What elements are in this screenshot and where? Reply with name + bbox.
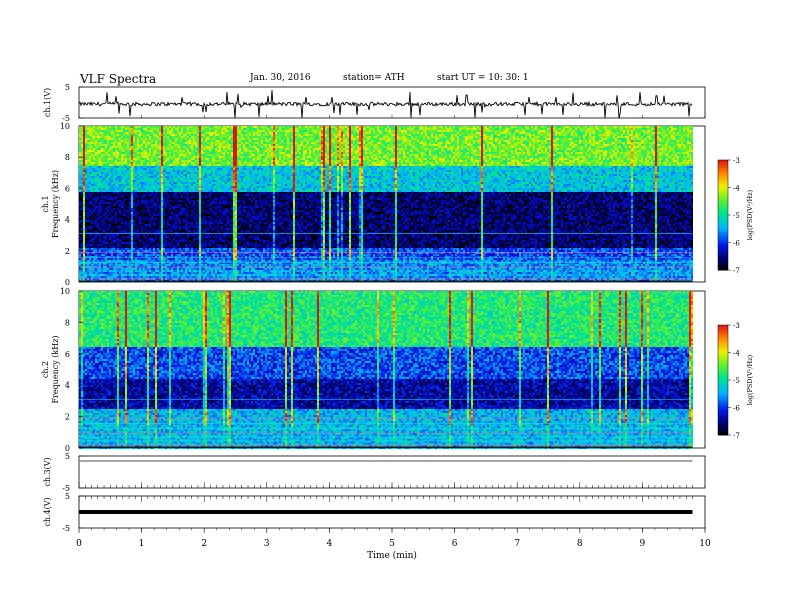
- ch1-wave-ylabel: ch.1(V): [43, 88, 52, 117]
- ch2-spectrogram: [79, 291, 693, 449]
- ch2-colorbar-tick-label: -4: [733, 350, 740, 358]
- x-tick-label: 10: [699, 539, 711, 549]
- ch4-ytick-label: -5: [62, 524, 70, 533]
- x-tick-label: 7: [514, 539, 520, 549]
- ch1-colorbar-label: log(PSD(V²/Hz): [746, 189, 754, 240]
- ch1-spectrogram: [79, 126, 693, 282]
- start-time-label: start UT = 10: 30: 1: [437, 73, 529, 83]
- panel-frame-1: [78, 86, 706, 119]
- ch1-ytick-label: 2: [65, 247, 70, 256]
- ch1-ytick-label: 8: [65, 153, 70, 162]
- ch1-ytick-label: 0: [65, 278, 70, 287]
- ch2-ytick-label: 4: [65, 381, 70, 390]
- ch2-colorbar-tick-label: -5: [733, 377, 740, 385]
- ch1-ytick-label: 6: [65, 184, 70, 193]
- ch1-colorbar-tick-label: -6: [733, 240, 740, 248]
- x-tick-label: 0: [76, 539, 82, 549]
- x-tick-label: 4: [327, 539, 333, 549]
- ch1-colorbar-tick-label: -3: [733, 157, 740, 165]
- ch2-ytick-label: 6: [65, 350, 70, 359]
- ch2-colorbar-tick-label: -6: [733, 405, 740, 413]
- ch1-ytick-label: 10: [60, 122, 70, 131]
- ch2-ylabel: Frequency (kHz): [51, 335, 60, 403]
- ch2-ytick-label: 0: [65, 444, 70, 453]
- x-tick-label: 6: [452, 539, 458, 549]
- chart-title: VLF Spectra: [80, 72, 156, 86]
- ch1-ylabel: Frequency (kHz): [51, 170, 60, 238]
- ch2-ytick-label: 2: [65, 413, 70, 422]
- ch1-waveform-line: [78, 90, 693, 119]
- x-tick-label: 8: [577, 539, 583, 549]
- ch2-colorbar-label: log(PSD(V²/Hz): [746, 354, 754, 405]
- ch2-colorbar-tick-label: -7: [733, 432, 740, 440]
- x-tick-label: 5: [389, 539, 395, 549]
- ch1-channel-label: ch.1: [41, 195, 50, 212]
- ch2-ytick-label: 10: [60, 287, 70, 296]
- station-label: station= ATH: [343, 73, 405, 83]
- ch1-colorbar-tick-label: -4: [733, 185, 740, 193]
- ch4-ylabel: ch.4(V): [43, 497, 52, 526]
- x-tick-label: 3: [264, 539, 270, 549]
- ch1-colorbar-tick-label: -5: [733, 212, 740, 220]
- ch1-ytick-label: 4: [65, 216, 70, 225]
- x-tick-label: 1: [139, 539, 145, 549]
- ch2-colorbar-tick-label: -3: [733, 322, 740, 330]
- ch2-colorbar: [718, 325, 728, 436]
- x-tick-label: 9: [640, 539, 646, 549]
- x-axis-label: Time (min): [367, 550, 417, 561]
- ch1-colorbar-tick-label: -7: [733, 267, 740, 275]
- ch1-wave-ytick-label: -5: [62, 114, 70, 123]
- ch3-ytick-label: 5: [65, 452, 70, 461]
- x-tick-label: 2: [201, 539, 207, 549]
- ch2-ytick-label: 8: [65, 318, 70, 327]
- ch4-ytick-label: 5: [65, 492, 70, 501]
- ch1-colorbar: [718, 160, 728, 271]
- date-label: Jan. 30, 2016: [250, 73, 311, 83]
- ch3-ytick-label: -5: [62, 484, 70, 493]
- ch3-ylabel: ch.3(V): [43, 457, 52, 486]
- ch2-channel-label: ch.2: [41, 361, 50, 378]
- ch1-wave-ytick-label: 5: [65, 83, 70, 92]
